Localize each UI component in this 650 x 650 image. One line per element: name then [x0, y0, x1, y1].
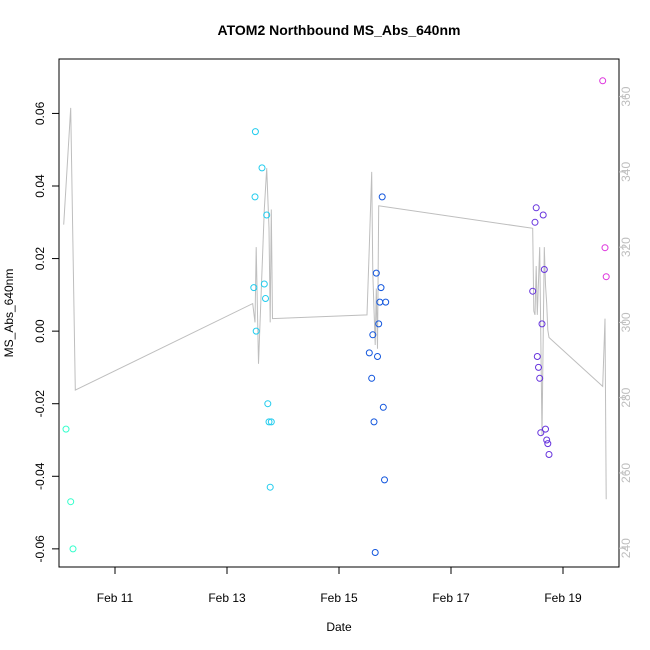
- data-point: [250, 284, 258, 292]
- x-axis-label: Date: [326, 620, 352, 634]
- x-tick-label: Feb 11: [97, 591, 134, 605]
- data-point: [533, 353, 541, 360]
- data-point: [536, 374, 544, 382]
- data-point: [529, 287, 537, 295]
- y2-tick-label: 280: [619, 387, 633, 407]
- data-point: [260, 280, 268, 288]
- data-point: [265, 418, 273, 426]
- y-tick-label: 0.06: [33, 101, 47, 125]
- y-tick-label: -0.04: [33, 462, 47, 490]
- y-axis-label: MS_Abs_640nm: [2, 269, 16, 358]
- data-point: [369, 331, 377, 339]
- y-tick-label: 0.00: [33, 319, 47, 343]
- data-point: [539, 211, 547, 219]
- data-point: [264, 400, 272, 408]
- data-point: [266, 483, 274, 491]
- data-point: [368, 374, 376, 382]
- y2-tick-label: 260: [619, 463, 633, 483]
- data-point: [365, 349, 373, 357]
- data-point: [379, 403, 387, 411]
- data-point: [601, 244, 609, 252]
- y-tick-label: -0.02: [33, 390, 47, 418]
- data-point: [545, 451, 553, 458]
- data-point: [538, 320, 546, 328]
- point-series-group: [62, 77, 610, 556]
- y2-tick-label: 340: [619, 162, 633, 182]
- y-tick-label: 0.02: [33, 247, 47, 271]
- data-point: [540, 266, 548, 273]
- y2-axis: 240 260 280 300 320 340 360: [619, 86, 633, 558]
- data-point: [544, 440, 552, 448]
- data-point: [67, 498, 75, 506]
- data-point: [381, 476, 388, 484]
- line-series: [63, 107, 607, 500]
- y2-tick-label: 320: [619, 237, 633, 257]
- x-tick-label: Feb 15: [320, 591, 358, 605]
- data-point: [251, 128, 259, 136]
- x-tick-label: Feb 13: [208, 591, 246, 605]
- data-point: [258, 164, 266, 172]
- y2-tick-label: 360: [619, 86, 633, 106]
- data-point: [599, 77, 607, 85]
- y-tick-label: 0.04: [33, 174, 47, 198]
- data-point: [251, 193, 259, 201]
- data-point: [532, 204, 540, 212]
- data-point: [535, 363, 542, 371]
- data-point: [262, 295, 269, 302]
- series-line: [63, 107, 607, 500]
- data-point: [378, 193, 386, 201]
- data-point: [542, 425, 549, 433]
- data-point: [371, 549, 379, 556]
- data-point: [263, 211, 271, 219]
- chart-title: ATOM2 Northbound MS_Abs_640nm: [218, 22, 461, 38]
- data-point: [543, 436, 551, 444]
- x-axis: Feb 11 Feb 13 Feb 15 Feb 17 Feb 19: [97, 567, 582, 605]
- data-point: [531, 218, 539, 226]
- data-point: [382, 298, 390, 306]
- data-point: [537, 429, 545, 437]
- x-tick-label: Feb 19: [544, 591, 582, 605]
- data-point: [69, 545, 77, 553]
- data-point: [252, 327, 260, 335]
- data-point: [372, 269, 380, 277]
- data-point: [375, 320, 383, 328]
- data-point: [267, 418, 275, 426]
- data-point: [374, 353, 381, 360]
- y2-tick-label: 300: [619, 312, 633, 332]
- data-point: [377, 284, 385, 292]
- data-point: [62, 425, 70, 433]
- data-point: [602, 273, 610, 281]
- y2-tick-label: 240: [619, 538, 633, 558]
- x-tick-label: Feb 17: [432, 591, 470, 605]
- y-axis: -0.06 -0.04 -0.02 0.00 0.02 0.04 0.06: [33, 101, 59, 563]
- y-tick-label: -0.06: [33, 535, 47, 563]
- data-point: [370, 418, 378, 426]
